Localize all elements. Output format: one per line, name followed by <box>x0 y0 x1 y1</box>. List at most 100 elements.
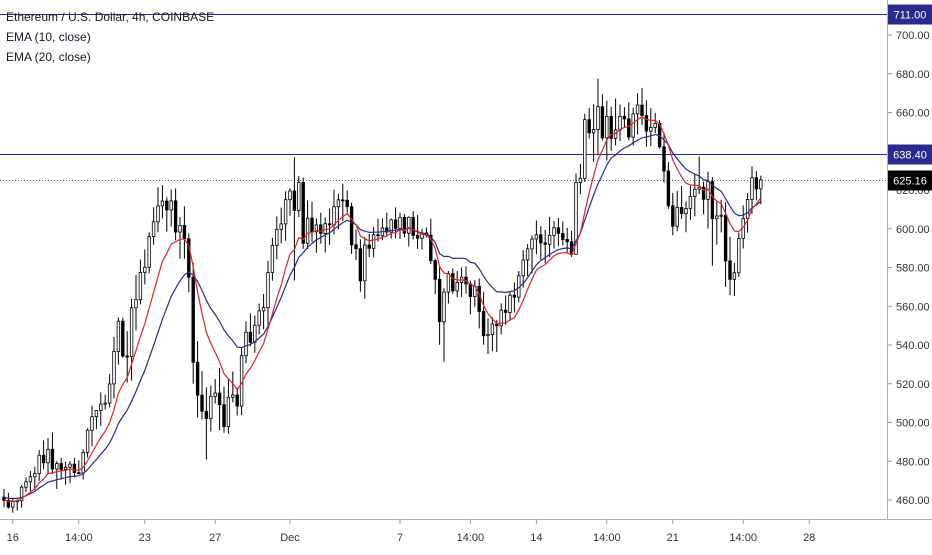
candle-up <box>270 245 275 273</box>
candle-down <box>556 227 561 234</box>
candle-down <box>125 355 129 358</box>
candle-up <box>455 282 459 292</box>
candle-down <box>173 200 178 233</box>
candle-down <box>433 260 437 280</box>
candle-up <box>574 182 578 255</box>
candle-up <box>305 217 310 244</box>
candle-up <box>275 228 279 246</box>
candle-up <box>547 234 552 245</box>
candle-down <box>222 404 226 427</box>
candle-down <box>50 448 55 470</box>
y-tick-label: 460.00 <box>896 495 930 507</box>
candle-up <box>635 104 640 115</box>
candle-up <box>389 219 393 233</box>
candle-up <box>37 454 41 475</box>
candle-up <box>55 463 59 470</box>
time-axis[interactable]: 16 14:00 23 27 Dec 7 14:00 14 14:00 21 14:00 28 <box>7 519 816 544</box>
candle-up <box>745 199 750 220</box>
y-tick-label: 660.00 <box>896 108 930 120</box>
candle-down <box>609 115 613 139</box>
ema-20-legend[interactable]: EMA (20, close) <box>6 50 91 64</box>
x-tick-label: 21 <box>667 532 679 544</box>
candle-up <box>737 238 741 274</box>
candle-up <box>94 410 99 418</box>
y-tick-label: 480.00 <box>896 456 930 468</box>
candle-down <box>402 216 407 234</box>
candle-up <box>231 394 235 398</box>
x-tick-label: 16 <box>7 532 19 544</box>
candle-down <box>41 454 46 464</box>
candle-down <box>600 106 605 139</box>
candle-up <box>33 473 37 478</box>
candle-up <box>732 272 737 280</box>
symbol-title[interactable]: Ethereum / U.S. Dollar, 4h, COINBASE <box>6 10 215 24</box>
candle-up <box>719 214 723 217</box>
candle-down <box>644 115 649 132</box>
candle-up <box>332 206 336 226</box>
candle-up <box>178 225 182 233</box>
candle-up <box>244 331 248 357</box>
y-tick-label: 500.00 <box>896 418 930 430</box>
candle-down <box>195 361 200 396</box>
candle-up <box>68 463 72 468</box>
candle-up <box>750 177 754 200</box>
candle-down <box>477 285 481 312</box>
candle-up <box>490 323 495 335</box>
x-tick-label: 14:00 <box>593 532 621 544</box>
candle-down <box>349 206 354 246</box>
y-tick-label: 560.00 <box>896 301 930 313</box>
candle-up <box>314 224 319 233</box>
candle-down <box>327 223 332 226</box>
candle-down <box>503 309 508 313</box>
candle-down <box>587 119 591 134</box>
candle-down <box>354 244 358 250</box>
candle-up <box>103 402 107 405</box>
candle-up <box>521 259 525 277</box>
candle-up <box>143 266 147 273</box>
candle-down <box>640 104 644 116</box>
candle-up <box>19 486 24 502</box>
x-tick-label: 23 <box>139 532 151 544</box>
candle-down <box>561 232 565 240</box>
candle-down <box>429 234 433 261</box>
candle-up <box>508 294 512 313</box>
candle-up <box>266 272 270 309</box>
candle-up <box>134 299 138 309</box>
y-tick-label: 580.00 <box>896 263 930 275</box>
candle-up <box>90 416 94 431</box>
candle-up <box>336 199 341 208</box>
candle-up <box>759 179 763 190</box>
candle-down <box>121 320 125 357</box>
candle-up <box>534 234 539 240</box>
candle-down <box>59 463 63 470</box>
last-price-text: 625.16 <box>893 176 927 188</box>
candle-down <box>754 177 759 190</box>
price-label-box <box>888 4 932 25</box>
last-price-box <box>888 170 932 191</box>
candle-down <box>701 186 706 200</box>
candle-down <box>539 234 543 244</box>
candle-up <box>116 320 121 352</box>
candle-down <box>437 278 442 323</box>
candle-up <box>297 182 301 211</box>
x-tick-label: 14:00 <box>729 532 757 544</box>
candle-up <box>697 186 701 190</box>
candle-up <box>499 309 503 327</box>
price-label-box <box>888 144 932 165</box>
candle-down <box>200 394 204 412</box>
ema-20-line <box>3 133 762 499</box>
candle-up <box>552 227 556 236</box>
candle-down <box>627 118 631 138</box>
candle-up <box>279 223 283 230</box>
candle-down <box>165 200 169 211</box>
ema-10-legend[interactable]: EMA (10, close) <box>6 30 91 44</box>
candle-up <box>99 403 103 411</box>
candle-up <box>138 272 143 301</box>
candle-down <box>376 234 380 237</box>
candle-up <box>578 177 583 183</box>
x-tick-label: 7 <box>397 532 403 544</box>
candle-up <box>46 448 50 464</box>
candle-up <box>226 396 231 427</box>
